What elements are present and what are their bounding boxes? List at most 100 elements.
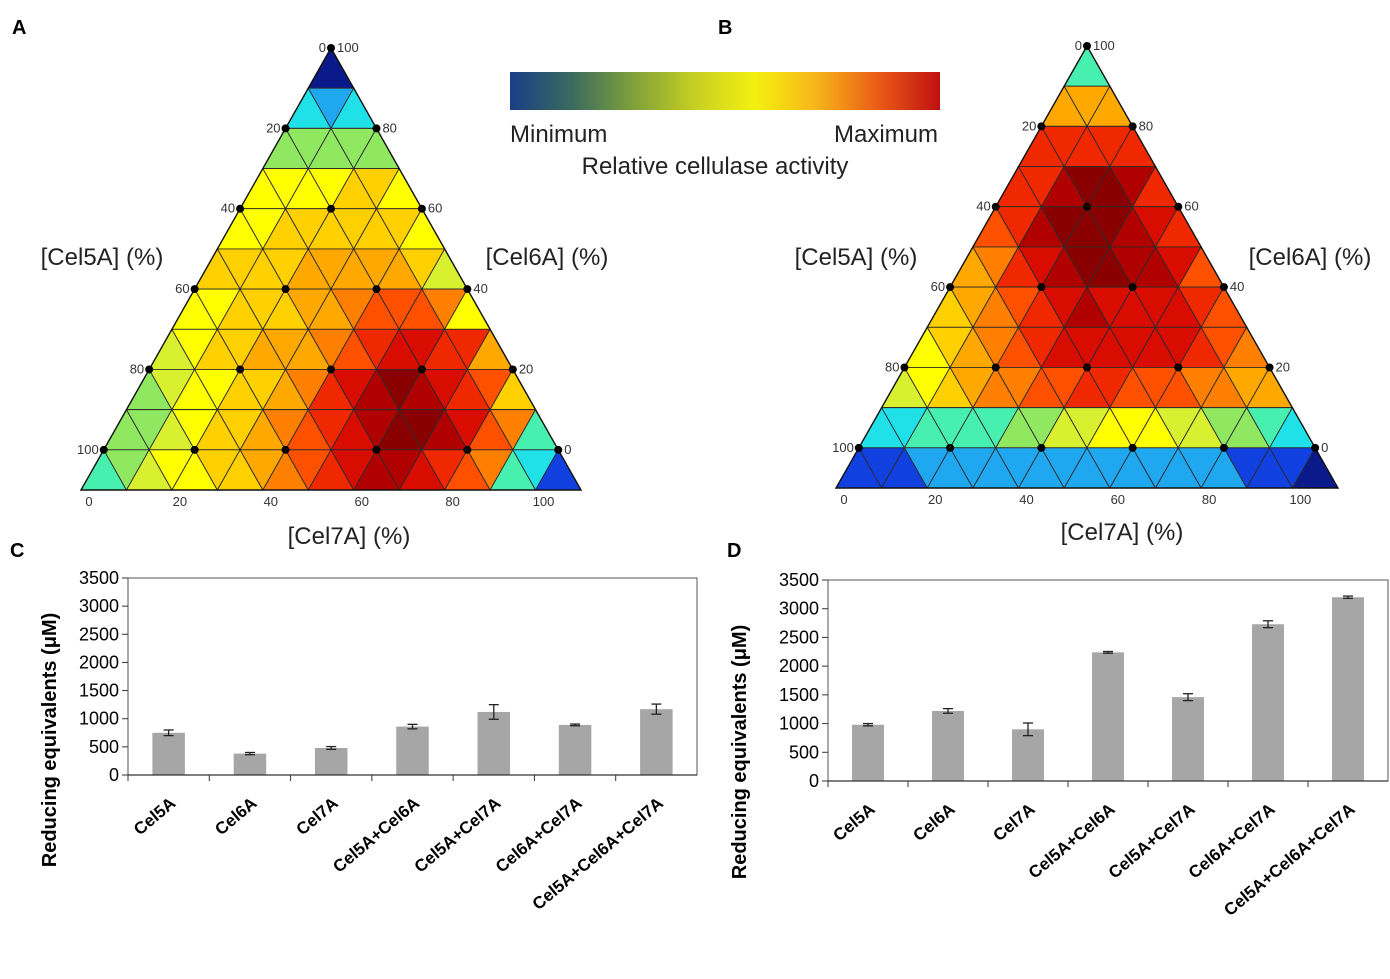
- ternary-node-dot: [1128, 283, 1137, 292]
- bar: [640, 709, 673, 775]
- ternary-bottom-tick: 80: [445, 494, 459, 509]
- colorbar-legend: Minimum Maximum Relative cellulase activ…: [510, 72, 940, 180]
- ternary-node-dot: [1174, 363, 1183, 372]
- ternary-left-tick: 60: [175, 281, 189, 296]
- ternary-node-dot: [1083, 202, 1091, 211]
- ternary-right-tick: 60: [1184, 199, 1198, 214]
- category-label: Cel6A: [909, 800, 958, 846]
- ternary-a-right-label: [Cel6A] (%): [486, 244, 609, 271]
- ternary-node-dot: [1311, 443, 1320, 452]
- ternary-b-right-label: [Cel6A] (%): [1249, 244, 1372, 271]
- panel-letter-b: B: [718, 17, 732, 39]
- category-label: Cel5A+Cel6A: [329, 794, 423, 877]
- ternary-node-dot: [463, 445, 472, 454]
- category-label: Cel5A+Cel6A+Cel7A: [1220, 800, 1358, 920]
- y-tick-label: 500: [89, 737, 119, 757]
- ternary-right-tick: 20: [1276, 359, 1290, 374]
- bar: [396, 726, 429, 775]
- ternary-bottom-tick: 80: [1202, 492, 1216, 507]
- y-tick-label: 2000: [79, 652, 119, 672]
- colorbar: [510, 72, 940, 110]
- bar: [558, 724, 592, 775]
- y-tick-label: 0: [109, 765, 119, 785]
- category-label: Cel5A: [130, 794, 179, 840]
- ternary-bottom-tick: 100: [1290, 492, 1312, 507]
- ternary-node-dot: [554, 445, 563, 454]
- ternary-node-dot: [372, 285, 381, 294]
- ternary-node-dot: [236, 204, 245, 213]
- ternary-node-dot: [236, 365, 245, 374]
- y-tick-label: 500: [789, 742, 819, 762]
- ternary-left-tick: 80: [130, 361, 144, 376]
- ternary-node-dot: [1128, 122, 1137, 131]
- ternary-node-dot: [1037, 122, 1046, 131]
- ternary-b-bottom-label: [Cel7A] (%): [1061, 519, 1184, 546]
- bar: [1172, 697, 1204, 781]
- ternary-node-dot: [1037, 443, 1046, 452]
- ternary-node-dot: [99, 445, 108, 454]
- ternary-right-tick: 40: [1230, 279, 1244, 294]
- ternary-plot-b: 0 100 0 20 80 20 40 60 40 60 40 60 80 20 80 100 0 100: [832, 38, 1340, 507]
- y-tick-label: 3500: [79, 568, 119, 588]
- ternary-bottom-tick: 40: [264, 494, 278, 509]
- ternary-node-dot: [1083, 42, 1091, 50]
- ternary-right-tick: 100: [1093, 38, 1115, 53]
- category-label: Cel7A: [989, 800, 1038, 846]
- ternary-node-dot: [1265, 363, 1274, 372]
- ternary-b-left-label: [Cel5A] (%): [795, 244, 918, 271]
- y-tick-label: 3500: [779, 570, 819, 590]
- y-tick-label: 1500: [79, 681, 119, 701]
- ternary-node-dot: [946, 443, 955, 452]
- ternary-right-tick: 20: [519, 361, 533, 376]
- bar-chart-c: 0 500 1000 1500 2000 2500 3000 3500 Cel5A Cel6A Ce…: [79, 568, 698, 914]
- ternary-node-dot: [508, 365, 517, 374]
- category-label: Cel5A+Cel6A+Cel7A: [529, 794, 667, 914]
- ternary-left-tick: 40: [221, 201, 235, 216]
- ternary-node-dot: [327, 365, 335, 374]
- ternary-node-dot: [281, 124, 290, 133]
- ternary-left-tick: 40: [976, 199, 990, 214]
- bar: [152, 732, 185, 775]
- ternary-bottom-tick: 60: [1111, 492, 1125, 507]
- ternary-node-dot: [190, 285, 199, 294]
- ternary-node-dot: [946, 283, 955, 292]
- y-tick-label: 3000: [779, 599, 819, 619]
- ternary-bottom-tick: 60: [354, 494, 368, 509]
- ternary-bottom-tick: 20: [928, 492, 942, 507]
- panel-letter-a: A: [12, 17, 26, 39]
- y-tick-label: 1000: [79, 709, 119, 729]
- y-tick-label: 1500: [779, 685, 819, 705]
- category-label: Cel6A: [211, 794, 260, 840]
- ternary-bottom-tick: 0: [85, 494, 92, 509]
- bar: [1252, 624, 1284, 781]
- bar: [1332, 597, 1364, 781]
- ternary-right-tick: 0: [564, 442, 571, 457]
- category-label: Cel5A+Cel7A: [1105, 800, 1199, 883]
- colorbar-min-label: Minimum: [510, 121, 607, 148]
- bar: [932, 710, 964, 781]
- ternary-node-dot: [145, 365, 154, 374]
- ternary-node-dot: [1219, 283, 1228, 292]
- ternary-outline: [834, 44, 1340, 489]
- y-tick-label: 2500: [779, 627, 819, 647]
- ternary-left-tick: 0: [319, 40, 326, 55]
- colorbar-max-label: Maximum: [834, 121, 938, 148]
- y-tick-label: 2500: [79, 624, 119, 644]
- panel-letter-d: D: [727, 540, 741, 562]
- ternary-a-left-label: [Cel5A] (%): [41, 244, 164, 271]
- bar: [233, 753, 267, 775]
- ternary-node-dot: [991, 202, 1000, 211]
- ternary-node-dot: [372, 124, 381, 133]
- bar-chart-d: 0 500 1000 1500 2000 2500 3000 3500 Cel5A Cel6A Ce…: [779, 570, 1389, 920]
- ternary-outline: [79, 46, 583, 491]
- ternary-right-tick: 100: [337, 40, 359, 55]
- ternary-left-tick: 100: [832, 440, 854, 455]
- bar: [1092, 652, 1124, 781]
- y-tick-label: 3000: [79, 596, 119, 616]
- y-tick-label: 0: [809, 771, 819, 791]
- ternary-bottom-tick: 0: [840, 492, 847, 507]
- ternary-node-dot: [463, 285, 472, 294]
- bar-c-ylabel: Reducing equivalents (μM): [39, 613, 61, 867]
- category-label: Cel5A+Cel6A: [1025, 800, 1119, 883]
